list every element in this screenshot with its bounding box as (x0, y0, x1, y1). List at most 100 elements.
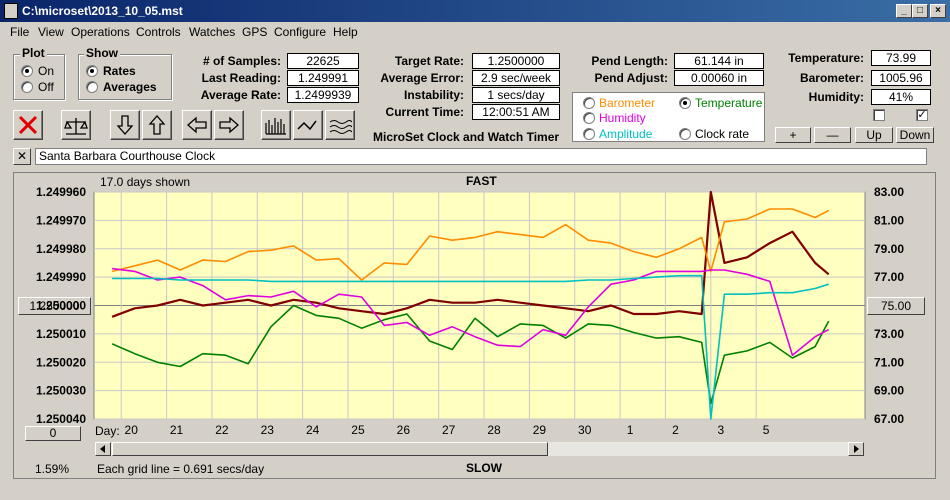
percent-label: 1.59% (35, 462, 70, 476)
option-checkbox-1[interactable] (873, 109, 885, 121)
left-tick-label: 1.249970 (36, 213, 86, 227)
plot-on-radio[interactable] (21, 65, 33, 77)
menu-file[interactable]: File (10, 25, 30, 39)
offset-button[interactable]: 0 (25, 426, 81, 441)
day-tick-label: 24 (306, 423, 320, 437)
menu-bar: File View Operations Controls Watches GP… (0, 22, 950, 42)
day-axis-label: Day: (95, 424, 120, 438)
barometer-radio[interactable] (583, 97, 595, 109)
target-rate-field[interactable]: 1.2500000 (472, 53, 560, 69)
instability-field: 1 secs/day (472, 87, 560, 103)
arrow-left-icon (187, 116, 207, 134)
average-rate-field: 1.2499939 (287, 87, 359, 103)
series-lines (111, 190, 830, 420)
right-center-button[interactable]: 75.00 (867, 297, 925, 315)
menu-view[interactable]: View (38, 25, 64, 39)
temperature-label: Temperature (695, 96, 763, 110)
temperature-radio[interactable] (679, 97, 691, 109)
day-tick-label: 21 (170, 423, 184, 437)
current-time-field: 12:00:51 AM (472, 104, 560, 120)
watch-name-field[interactable]: Santa Barbara Courthouse Clock (35, 148, 927, 165)
close-button[interactable]: × (930, 4, 946, 18)
day-tick-label: 23 (261, 423, 275, 437)
amplitude-label: Amplitude (599, 127, 653, 141)
red-x-icon (18, 115, 38, 135)
scale-down-button[interactable]: Down (896, 127, 934, 143)
grid-note-label: Each grid line = 0.691 secs/day (97, 462, 265, 476)
barometer-label: Barometer (599, 96, 656, 110)
scroll-left-button[interactable] (182, 110, 212, 140)
menu-help[interactable]: Help (333, 25, 358, 39)
pend-length-label: Pend Length: (591, 54, 668, 68)
secondary-channel-panel: Barometer Temperature Humidity Amplitude… (572, 92, 765, 142)
arrow-up-button[interactable] (142, 110, 172, 140)
day-tick-label: 27 (442, 423, 456, 437)
histogram-icon (265, 118, 286, 135)
day-tick-label: 20 (125, 423, 139, 437)
scale-minus-button[interactable]: — (814, 127, 851, 143)
clear-watch-button[interactable]: ✕ (13, 148, 31, 165)
right-tick-label: 79.00 (874, 242, 904, 256)
day-axis-labels: 20 21 22 23 24 25 26 27 28 29 30 1 2 3 5 (125, 423, 770, 437)
left-center-button[interactable]: 1.250000 (18, 297, 91, 315)
plot-off-radio[interactable] (21, 81, 33, 93)
clock-rate-radio[interactable] (679, 128, 691, 140)
right-tick-label: 81.00 (874, 213, 904, 227)
day-tick-label: 25 (351, 423, 365, 437)
humidity-label: Humidity (599, 111, 646, 125)
show-averages-radio[interactable] (86, 81, 98, 93)
line-plot-button[interactable] (293, 110, 323, 140)
scroll-right-arrow[interactable] (848, 442, 864, 456)
amplitude-radio[interactable] (583, 128, 595, 140)
samples-label: # of Samples: (202, 54, 281, 68)
smooth-plot-button[interactable] (325, 110, 355, 140)
balance-button[interactable] (61, 110, 91, 140)
right-tick-label: 71.00 (874, 355, 904, 369)
maximize-button[interactable]: □ (912, 4, 928, 18)
series-line-amplitude (112, 274, 829, 420)
scroll-thumb[interactable] (112, 442, 548, 456)
stop-button[interactable] (13, 110, 43, 140)
humidity-radio[interactable] (583, 112, 595, 124)
target-rate-label: Target Rate: (394, 54, 464, 68)
menu-controls[interactable]: Controls (136, 25, 181, 39)
right-tick-label: 67.00 (874, 412, 904, 426)
title-bar: C:\microset\2013_10_05.mst _ □ × (0, 0, 950, 22)
last-reading-field: 1.249991 (287, 70, 359, 86)
show-rates-label: Rates (103, 64, 136, 78)
day-tick-label: 1 (627, 423, 634, 437)
samples-field: 22625 (287, 53, 359, 69)
chart-scrollbar[interactable] (94, 441, 865, 457)
current-time-label: Current Time: (385, 105, 464, 119)
show-rates-radio[interactable] (86, 65, 98, 77)
arrow-down-button[interactable] (110, 110, 140, 140)
plot-on-label: On (38, 64, 55, 78)
left-tick-label: 1.250040 (36, 412, 86, 426)
humidity-reading-field: 41% (871, 89, 931, 105)
series-line-humidity (112, 267, 830, 356)
pend-length-field[interactable]: 61.144 in (674, 53, 764, 69)
left-tick-label: 1.249960 (36, 185, 86, 199)
scroll-right-button[interactable] (214, 110, 244, 140)
menu-gps[interactable]: GPS (242, 25, 268, 39)
scale-up-button[interactable]: Up (855, 127, 893, 143)
window-title: C:\microset\2013_10_05.mst (22, 4, 183, 18)
scroll-left-arrow[interactable] (95, 442, 111, 456)
chart-panel (13, 172, 936, 479)
day-tick-label: 28 (487, 423, 501, 437)
pend-adjust-field: 0.00060 in (674, 70, 764, 86)
barometer-reading-label: Barometer: (799, 71, 864, 85)
menu-configure[interactable]: Configure (274, 25, 327, 39)
option-checkbox-2[interactable]: ✓ (916, 109, 928, 121)
right-tick-label: 83.00 (874, 185, 904, 199)
bar-plot-button[interactable] (261, 110, 291, 140)
menu-watches[interactable]: Watches (189, 25, 236, 39)
average-error-label: Average Error: (380, 71, 464, 85)
day-tick-label: 3 (717, 423, 724, 437)
menu-operations[interactable]: Operations (71, 25, 130, 39)
minimize-button[interactable]: _ (896, 4, 912, 18)
scale-plus-button[interactable]: + (775, 127, 811, 143)
right-tick-label: 69.00 (874, 384, 904, 398)
right-tick-label: 73.00 (874, 327, 904, 341)
fast-label: FAST (466, 174, 497, 188)
